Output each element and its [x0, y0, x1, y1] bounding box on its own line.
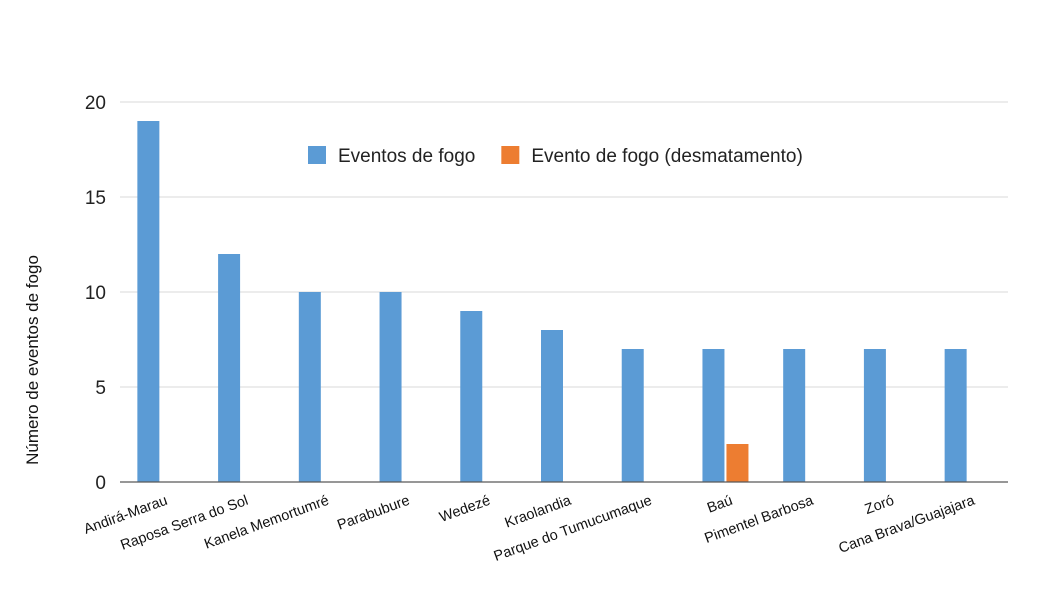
x-tick-label: Baú — [705, 493, 735, 517]
y-tick-label: 0 — [95, 473, 106, 494]
bar-eventos-de-fogo — [541, 330, 563, 482]
legend-label: Evento de fogo (desmatamento) — [531, 146, 802, 167]
x-tick-label: Parque do Tumucumaque — [492, 493, 654, 565]
y-tick-label: 5 — [95, 378, 106, 399]
bar-evento-desmatamento — [726, 444, 749, 482]
legend-label: Eventos de fogo — [338, 146, 475, 167]
bar-eventos-de-fogo — [137, 121, 160, 482]
x-tick-label: Zoró — [863, 493, 897, 518]
bar-eventos-de-fogo — [944, 349, 967, 482]
bar-eventos-de-fogo — [379, 292, 402, 482]
bar-eventos-de-fogo — [702, 349, 725, 482]
y-axis-label: Número de eventos de fogo — [23, 255, 42, 465]
legend-swatch — [308, 146, 326, 164]
x-tick-label: Cana Brava/Guajajara — [837, 492, 978, 556]
x-tick-label: Wedezé — [437, 493, 492, 526]
bar-eventos-de-fogo — [863, 349, 886, 482]
bar-eventos-de-fogo — [621, 349, 644, 482]
bar-eventos-de-fogo — [460, 311, 483, 482]
y-tick-label: 10 — [85, 283, 106, 304]
y-tick-label: 15 — [85, 188, 106, 209]
bar-eventos-de-fogo — [783, 349, 806, 482]
legend: Eventos de fogo Evento de fogo (desmatame… — [308, 146, 803, 167]
bar-eventos-de-fogo — [298, 292, 321, 482]
bars — [137, 121, 967, 482]
gridlines — [120, 101, 1008, 388]
bar-eventos-de-fogo — [218, 254, 241, 482]
y-tick-label: 20 — [85, 93, 106, 114]
x-tick-label: Parabubure — [335, 493, 412, 534]
legend-swatch — [501, 146, 520, 164]
